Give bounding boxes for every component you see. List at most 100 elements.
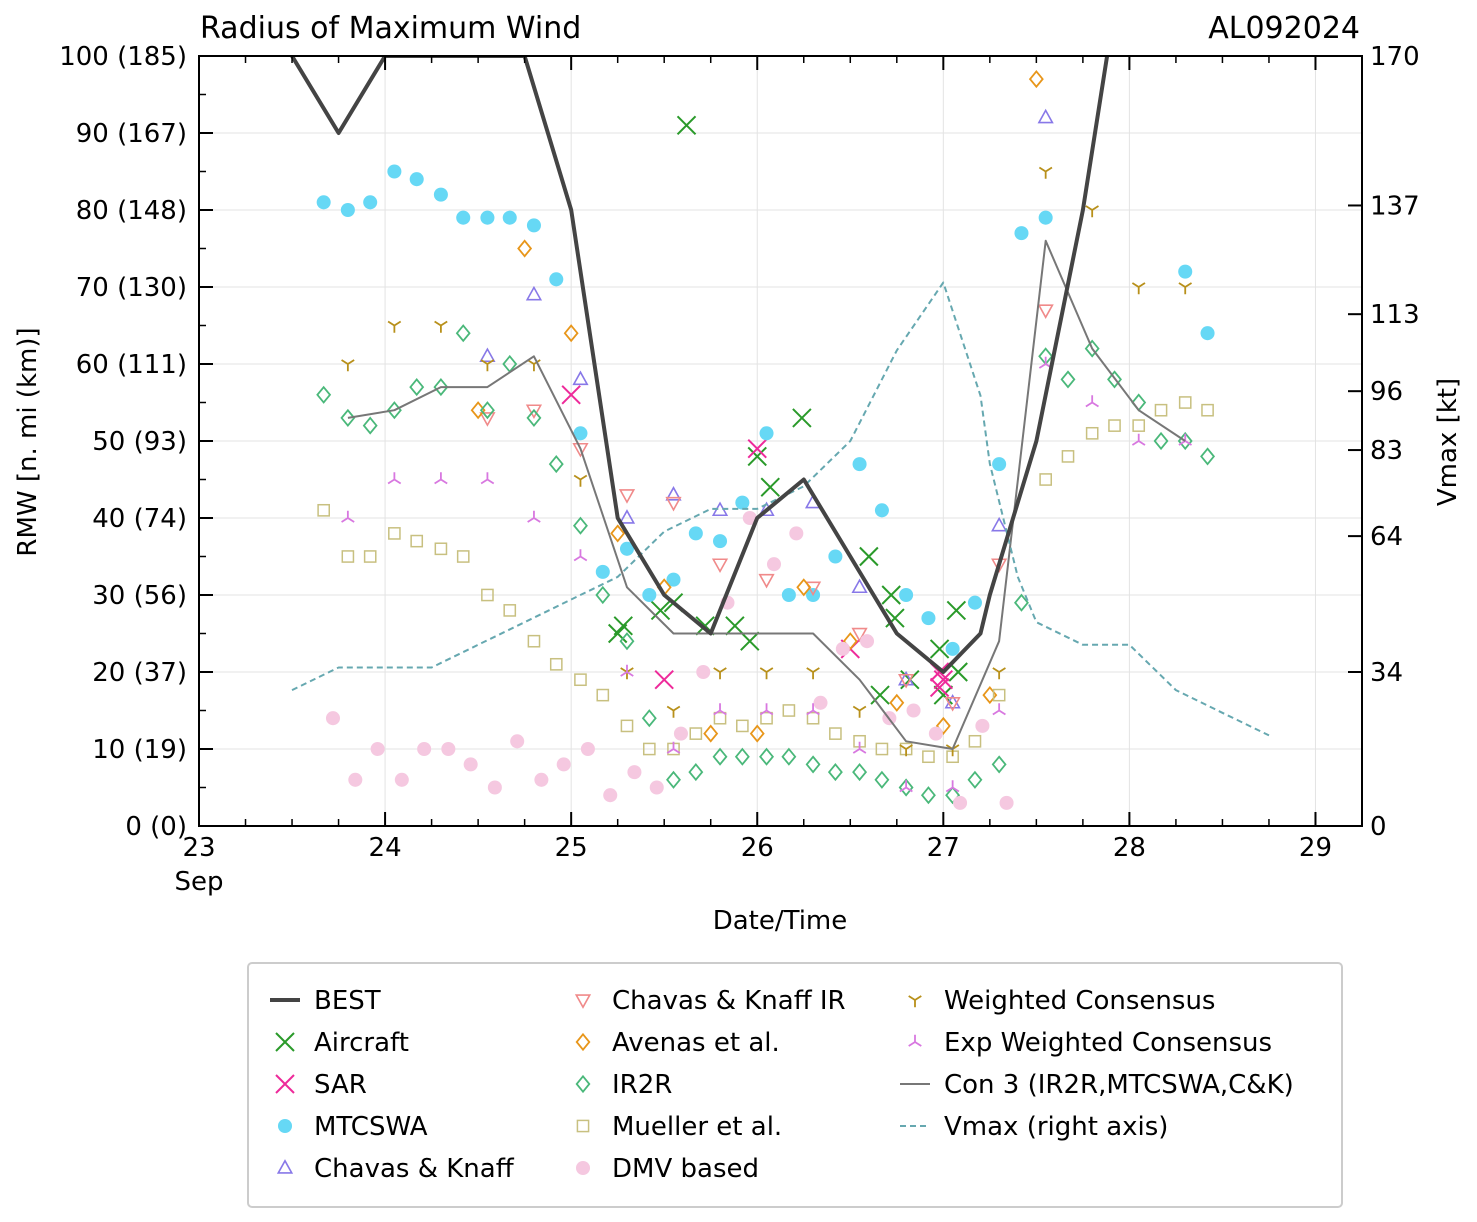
chavas-knaff-ir-point-10 (944, 697, 961, 712)
mtcswa-point-11 (573, 426, 588, 441)
legend-item-mtcswa: MTCSWA (277, 1112, 428, 1142)
x-month-label: Sep (174, 867, 223, 897)
grid-lines (198, 55, 1362, 827)
legend-swatch-chavas-knaff-ir (574, 994, 592, 1009)
mtcswa-point-5 (433, 187, 448, 202)
ir2r-point-26 (920, 786, 936, 805)
mueller-et-al-point-2 (363, 550, 377, 563)
ir2r-point-4 (409, 378, 425, 397)
dmv-based-point-14 (649, 780, 664, 795)
series-aircraft (607, 115, 968, 705)
exp-weighted-consensus-point-17 (1131, 433, 1146, 446)
exp-weighted-consensus-point-11 (852, 741, 867, 754)
ir2r-point-16 (688, 763, 704, 782)
mtcswa-point-30 (1014, 226, 1029, 241)
dmv-based-point-21 (813, 695, 828, 710)
legend-swatch-ir2r (575, 1074, 591, 1094)
dmv-based-point-16 (696, 664, 711, 680)
legend-swatch-dmv-based (575, 1160, 591, 1176)
dmv-based-point-25 (906, 703, 921, 718)
mtcswa-point-31 (1038, 210, 1053, 225)
chavas-knaff-ir-point-2 (572, 442, 589, 458)
series-ir2r (316, 324, 1216, 805)
y-right-tick-label-4: 96 (1370, 377, 1403, 407)
y-right-axis-label: Vmax [kt] (1433, 378, 1463, 506)
aircraft-point-17 (946, 600, 967, 621)
weighted-consensus-point-12 (899, 744, 913, 757)
mueller-et-al-point-5 (434, 542, 448, 556)
weighted-consensus-point-1 (387, 320, 402, 333)
mueller-et-al-point-30 (1039, 473, 1052, 486)
legend-item-sar: SAR (275, 1070, 367, 1100)
aircraft-point-4 (676, 115, 697, 136)
legend-label-vmax-right-axis: Vmax (right axis) (944, 1112, 1168, 1142)
mtcswa-point-6 (456, 210, 471, 225)
legend-item-dmv-based: DMV based (575, 1154, 759, 1184)
dmv-based-point-9 (534, 772, 549, 787)
mtcswa-point-2 (363, 195, 378, 210)
mueller-et-al-point-14 (642, 742, 656, 756)
mtcswa-point-25 (899, 587, 914, 603)
ir2r-point-22 (827, 763, 843, 782)
legend-item-con-3-ir2r-mtcswa-c-k: Con 3 (IR2R,MTCSWA,C&K) (900, 1070, 1294, 1100)
best-line (290, 56, 1110, 674)
ir2r-point-15 (666, 770, 681, 789)
legend-item-avenas-et-al: Avenas et al. (575, 1028, 780, 1058)
mtcswa-point-13 (619, 541, 635, 556)
legend-swatch-mtcswa (277, 1118, 293, 1134)
aircraft-point-10 (792, 408, 812, 428)
exp-weighted-consensus-point-16 (1085, 395, 1099, 408)
y-axis-label: RMW [n. mi (km)] (13, 327, 43, 556)
ir2r-point-0 (316, 385, 332, 404)
mueller-et-al-point-17 (713, 711, 727, 725)
mtcswa-point-12 (595, 564, 610, 579)
chavas-knaff-point-3 (618, 509, 636, 524)
aircraft-point-2 (650, 600, 671, 621)
mtcswa-point-7 (480, 210, 495, 225)
avenas-et-al-point-12 (1028, 70, 1044, 89)
exp-weighted-consensus-point-6 (620, 664, 634, 677)
weighted-consensus-point-5 (573, 474, 588, 487)
ir2r-point-29 (991, 755, 1007, 774)
legend: BEST Aircraft SAR MTCSWA Chavas & Knaff Chava… (247, 962, 1343, 1208)
exp-weighted-consensus-point-18 (1178, 433, 1193, 446)
avenas-et-al-point-10 (935, 716, 951, 735)
legend-label-mueller-et-al: Mueller et al. (612, 1112, 782, 1142)
dmv-based-point-27 (953, 795, 968, 810)
ir2r-point-2 (362, 416, 378, 435)
exp-weighted-consensus-point-8 (713, 703, 727, 716)
dmv-based-point-4 (417, 741, 432, 757)
mtcswa-point-10 (549, 272, 564, 287)
avenas-et-al-point-7 (796, 578, 812, 597)
axes: 23 24 25 26 27 28 29 0 (0) 10 (19) 20 (37) 30 (56)… (59, 42, 1419, 863)
ir2r-point-34 (1107, 370, 1122, 389)
y-right-tick-label-1: 34 (1370, 658, 1403, 688)
mtcswa-point-29 (992, 457, 1007, 472)
mueller-et-al-point-31 (1061, 450, 1075, 463)
dmv-based-point-5 (441, 741, 456, 757)
mueller-et-al-point-33 (1108, 419, 1121, 432)
aircraft-point-18 (948, 662, 968, 682)
x-tick-label-0: 23 (182, 833, 215, 863)
mtcswa-point-24 (874, 503, 889, 518)
dmv-based-point-29 (999, 795, 1014, 810)
mueller-et-al-point-28 (968, 734, 982, 748)
series-con-3-ir2r-mtcswa-c-k (347, 239, 1186, 750)
mtcswa-point-4 (409, 172, 424, 187)
weighted-consensus-point-16 (1085, 205, 1099, 218)
mueller-et-al-point-3 (388, 527, 401, 540)
aircraft-point-11 (859, 546, 879, 567)
mtcswa-point-27 (945, 641, 960, 656)
legend-box (247, 962, 1343, 1208)
weighted-consensus-point-6 (620, 667, 634, 680)
chavas-knaff-ir-point-8 (851, 627, 868, 643)
legend-label-dmv-based: DMV based (612, 1154, 759, 1184)
avenas-et-al-point-9 (889, 693, 905, 712)
weighted-consensus-point-7 (666, 705, 681, 718)
ir2r-point-24 (874, 770, 890, 789)
y-tick-label-7: 70 (130) (76, 273, 187, 303)
legend-item-mueller-et-al: Mueller et al. (576, 1112, 782, 1142)
aircraft-point-1 (613, 616, 633, 636)
mueller-et-al-point-13 (620, 719, 634, 733)
weighted-consensus-point-10 (806, 667, 820, 680)
